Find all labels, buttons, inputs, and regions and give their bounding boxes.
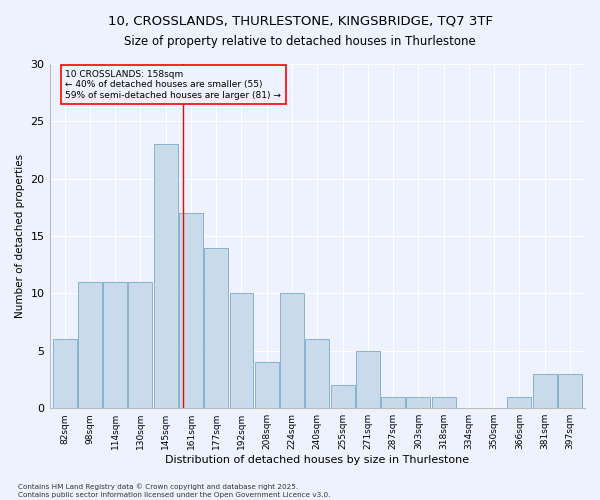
Bar [204,248,228,408]
Y-axis label: Number of detached properties: Number of detached properties [15,154,25,318]
Bar [128,282,152,408]
Bar [255,362,279,408]
Bar [230,294,253,408]
Bar [356,351,380,408]
X-axis label: Distribution of detached houses by size in Thurlestone: Distribution of detached houses by size … [165,455,469,465]
Bar [154,144,178,408]
Text: 10, CROSSLANDS, THURLESTONE, KINGSBRIDGE, TQ7 3TF: 10, CROSSLANDS, THURLESTONE, KINGSBRIDGE… [107,15,493,28]
Text: Contains HM Land Registry data © Crown copyright and database right 2025.
Contai: Contains HM Land Registry data © Crown c… [18,484,331,498]
Text: Size of property relative to detached houses in Thurlestone: Size of property relative to detached ho… [124,35,476,48]
Bar [533,374,557,408]
Text: 10 CROSSLANDS: 158sqm
← 40% of detached houses are smaller (55)
59% of semi-deta: 10 CROSSLANDS: 158sqm ← 40% of detached … [65,70,281,100]
Bar [103,282,127,408]
Bar [78,282,102,408]
Bar [331,386,355,408]
Bar [53,340,77,408]
Bar [280,294,304,408]
Bar [558,374,582,408]
Bar [508,396,532,408]
Bar [431,396,455,408]
Bar [305,340,329,408]
Bar [381,396,405,408]
Bar [406,396,430,408]
Bar [179,213,203,408]
